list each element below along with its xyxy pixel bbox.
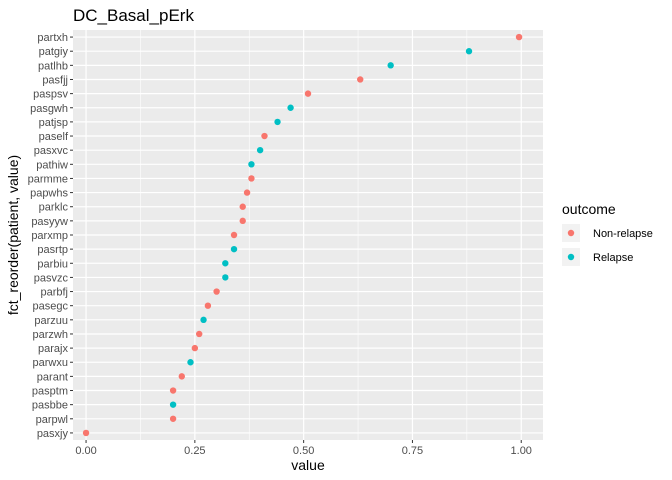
data-point [204, 302, 212, 309]
data-point [515, 33, 523, 41]
data-point [239, 203, 246, 210]
data-point [191, 344, 199, 352]
y-tick-label: parant [37, 371, 68, 383]
y-tick-label: pasbbe [32, 400, 68, 412]
grid [73, 30, 543, 440]
y-tick-label: pathiw [36, 159, 68, 171]
data-point [304, 90, 312, 97]
x-axis: 0.00 0.25 0.50 0.75 1.00 [75, 440, 532, 457]
y-tick-label: parxmp [31, 230, 68, 242]
data-point [248, 175, 255, 182]
legend-swatch [567, 229, 575, 237]
y-tick-label: pasvzc [34, 272, 69, 284]
data-point [243, 189, 251, 196]
data-point [256, 146, 264, 154]
y-tick-label: pasgwh [30, 103, 68, 115]
data-point [248, 161, 255, 168]
data-point [196, 330, 203, 338]
data-point [169, 401, 177, 408]
y-tick-label: parzuu [34, 315, 68, 327]
y-tick-label: pasrtp [37, 244, 68, 256]
legend-label: Relapse [593, 252, 633, 264]
data-point [387, 62, 394, 69]
x-tick-label: 1.00 [511, 445, 532, 457]
x-tick-label: 0.25 [184, 445, 205, 457]
chart-title: DC_Basal_pErk [73, 6, 194, 25]
y-tick-label: parzwh [33, 329, 68, 341]
legend-swatch [567, 253, 575, 261]
y-tick-label: pasxjy [37, 428, 69, 440]
x-tick-label: 0.75 [402, 445, 423, 457]
x-axis-title: value [291, 457, 325, 473]
y-tick-label: pasyyw [31, 216, 68, 228]
data-point [169, 387, 177, 394]
data-point [230, 231, 238, 239]
y-tick-label: patjsp [39, 117, 68, 129]
data-point [187, 359, 194, 366]
y-tick-label: patgiy [39, 46, 69, 58]
points [82, 33, 523, 437]
legend-label: Non-relapse [593, 228, 653, 240]
data-point [274, 118, 281, 126]
data-point [239, 217, 246, 225]
data-point [261, 132, 268, 140]
y-tick-label: paspsv [33, 89, 68, 101]
legend: outcome Non-relapse Relapse [562, 201, 653, 266]
data-point [213, 288, 220, 295]
x-tick-label: 0.50 [293, 445, 314, 457]
data-point [357, 76, 364, 83]
legend-title: outcome [562, 201, 616, 217]
data-point [287, 104, 294, 111]
data-point [465, 48, 473, 55]
data-point [222, 274, 229, 281]
data-point [222, 260, 229, 267]
y-tick-label: parmme [28, 173, 68, 185]
y-tick-label: parklc [39, 202, 69, 214]
y-tick-label: patlhb [38, 60, 68, 72]
y-axis: partxh patgiy patlhb pasfjj paspsv pasgwh patj… [28, 32, 73, 440]
y-tick-label: pasfjj [42, 74, 68, 86]
y-tick-label: partxh [37, 32, 68, 44]
x-tick-label: 0.00 [75, 445, 96, 457]
data-point [169, 415, 177, 422]
y-tick-label: parbfj [40, 287, 68, 299]
y-tick-label: parbiu [37, 258, 68, 270]
data-point [178, 373, 185, 380]
data-point [230, 245, 238, 253]
data-point [82, 429, 90, 437]
y-tick-label: pasegc [33, 301, 69, 313]
y-tick-label: parpwl [36, 414, 68, 426]
y-axis-title: fct_reorder(patient, value) [5, 155, 21, 315]
y-tick-label: pasxvc [34, 145, 69, 157]
y-tick-label: parwxu [33, 357, 68, 369]
y-tick-label: papwhs [30, 188, 68, 200]
data-point [200, 316, 207, 324]
y-tick-label: pasptm [32, 386, 68, 398]
y-tick-label: parajx [38, 343, 68, 355]
y-tick-label: paself [39, 131, 69, 143]
